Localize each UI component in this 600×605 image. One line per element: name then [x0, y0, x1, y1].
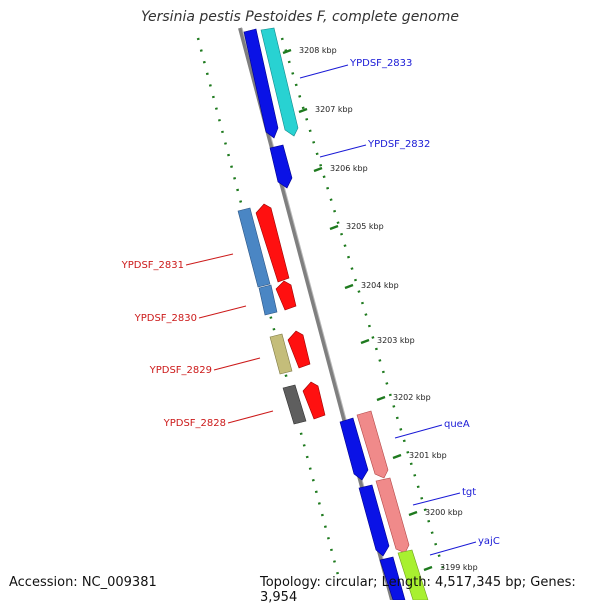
- tick-label: 3207 kbp: [315, 105, 353, 114]
- gene-ypdsf-2831-cds[interactable]: [255, 203, 290, 283]
- gene-leader-line: [198, 305, 247, 319]
- gene-leader-line: [412, 492, 461, 506]
- tick-label: 3200 kbp: [425, 508, 463, 517]
- gene-leader-line: [185, 253, 234, 266]
- gene-label[interactable]: YPDSF_2830: [134, 313, 197, 324]
- gene-quea[interactable]: [339, 417, 369, 481]
- tick-mark: [408, 510, 418, 517]
- tick-label: 3205 kbp: [346, 222, 384, 231]
- tick-mark: [392, 453, 402, 460]
- gene-yajc-cds[interactable]: [397, 549, 429, 600]
- tick-mark: [376, 395, 386, 402]
- gene-yajc[interactable]: [379, 556, 406, 600]
- tick-mark: [313, 166, 323, 173]
- topology-text: Topology: circular; Length: 4,517,345 bp…: [260, 575, 576, 605]
- gene-ypdsf-2831[interactable]: [237, 207, 271, 288]
- gene-ypdsf-2828-cds[interactable]: [302, 381, 326, 420]
- gene-leader-line: [299, 64, 349, 79]
- tick-mark: [282, 48, 292, 55]
- gene-label[interactable]: YPDSF_2829: [149, 365, 212, 376]
- gene-label[interactable]: YPDSF_2831: [121, 260, 184, 271]
- tick-label: 3201 kbp: [409, 451, 447, 460]
- tick-mark: [329, 224, 339, 231]
- gene-ypdsf-2829[interactable]: [269, 333, 293, 375]
- gene-label[interactable]: yajC: [478, 536, 500, 547]
- gene-leader-line: [319, 144, 367, 158]
- gene-leader-line: [213, 357, 261, 371]
- gene-ypdsf-2830-cds[interactable]: [275, 280, 297, 311]
- gene-label[interactable]: YPDSF_2832: [367, 139, 430, 150]
- tick-label: 3208 kbp: [299, 46, 337, 55]
- tick-label: 3206 kbp: [330, 164, 368, 173]
- gene-ypdsf-2828[interactable]: [282, 384, 307, 425]
- tick-label: 3202 kbp: [393, 393, 431, 402]
- gene-tgt[interactable]: [358, 484, 390, 557]
- tick-label: 3199 kbp: [440, 563, 478, 572]
- tick-mark: [298, 107, 308, 114]
- gene-tgt-cds[interactable]: [375, 477, 410, 554]
- tick-mark: [360, 338, 370, 345]
- gene-label[interactable]: YPDSF_2828: [163, 418, 226, 429]
- gene-leader-line: [429, 541, 477, 556]
- gene-label[interactable]: tgt: [462, 487, 476, 498]
- gene-quea-cds[interactable]: [356, 410, 389, 479]
- gene-label[interactable]: YPDSF_2833: [349, 58, 412, 69]
- tick-label: 3204 kbp: [361, 281, 399, 290]
- gene-leader-line: [394, 424, 443, 439]
- tick-label: 3203 kbp: [377, 336, 415, 345]
- map-title: Yersinia pestis Pestoides F, complete ge…: [141, 9, 459, 25]
- tick-mark: [423, 565, 433, 572]
- gene-label[interactable]: queA: [444, 419, 470, 430]
- accession-text: Accession: NC_009381: [9, 575, 157, 590]
- gene-ypdsf-2833-cds[interactable]: [260, 27, 299, 137]
- gene-ypdsf-2829-cds[interactable]: [287, 330, 311, 369]
- gene-ypdsf-2833[interactable]: [243, 28, 279, 139]
- gene-ypdsf-2830[interactable]: [258, 284, 278, 316]
- gene-leader-line: [227, 410, 274, 424]
- tick-mark: [344, 283, 354, 290]
- gene-ypdsf-2832[interactable]: [269, 144, 293, 189]
